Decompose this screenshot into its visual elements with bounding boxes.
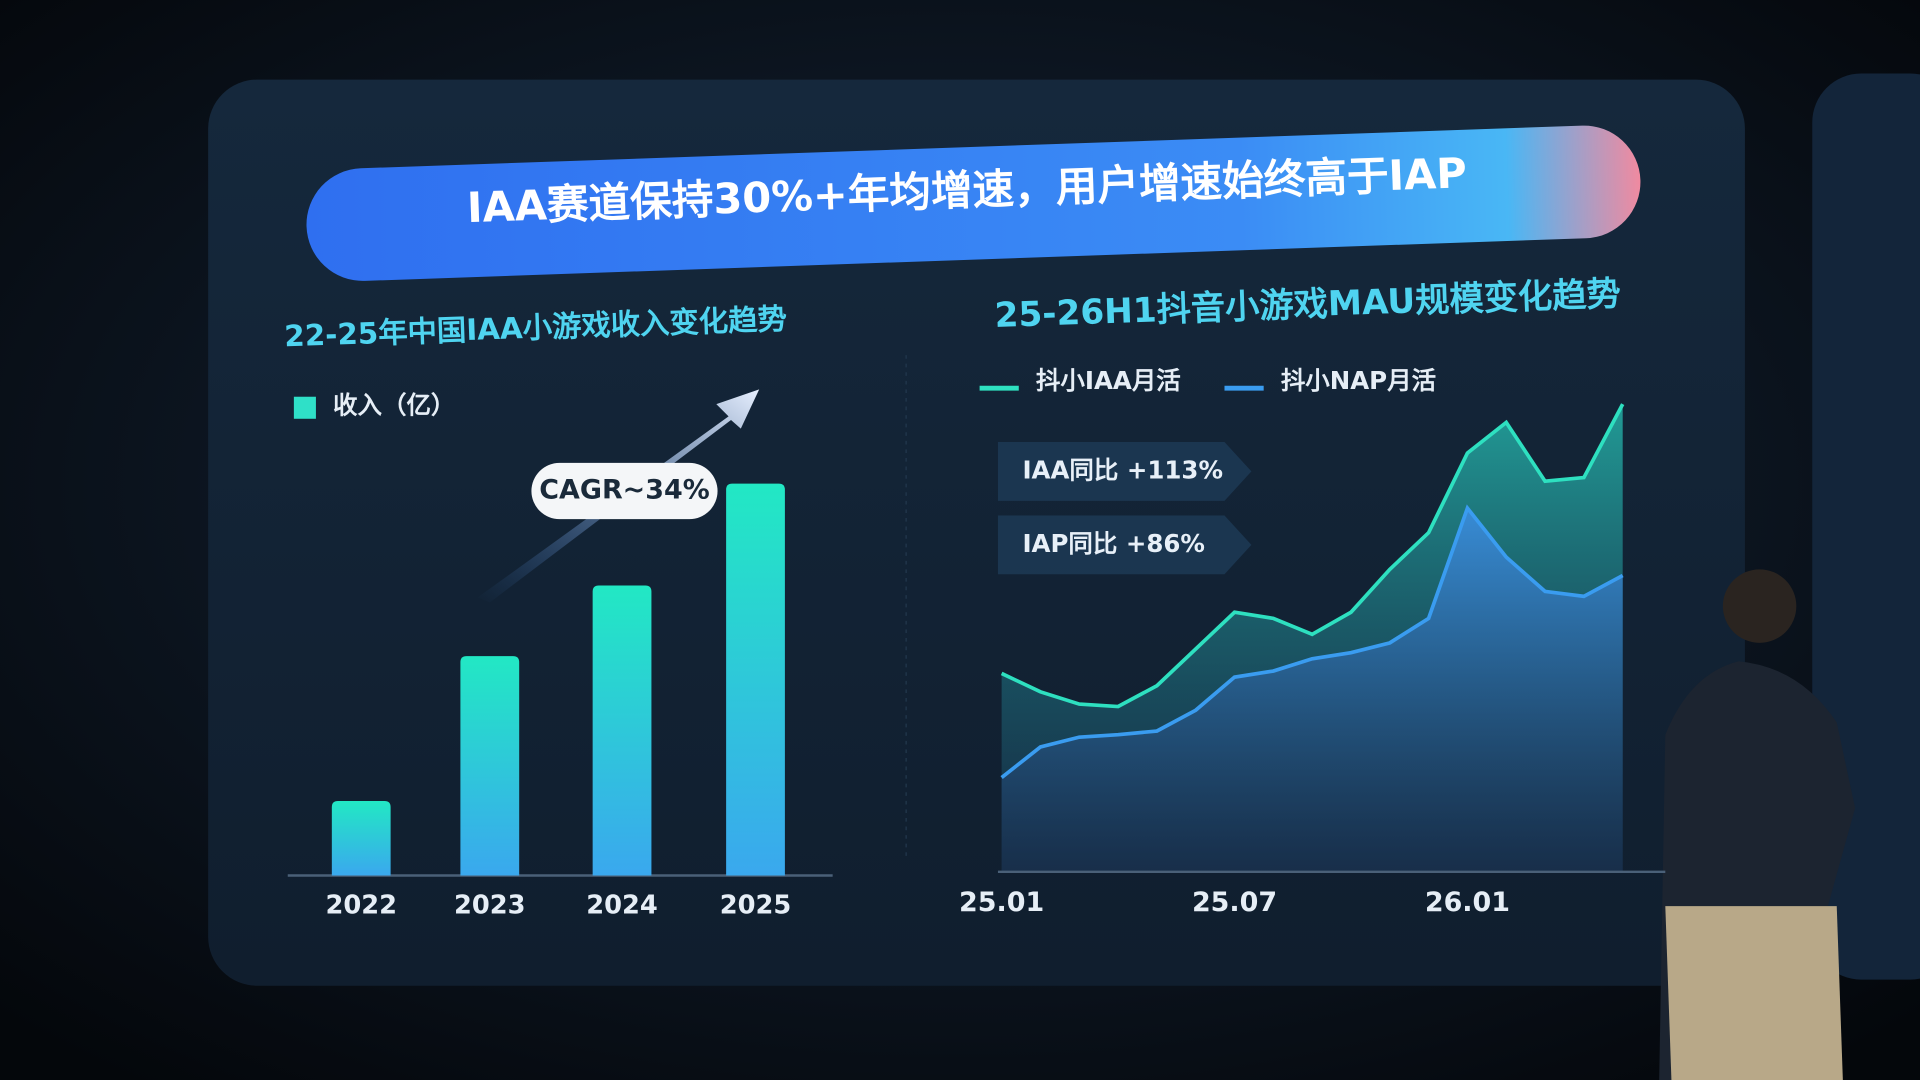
x-tick-label: 25.07 [1192,887,1277,918]
legend-label: 抖小NAP月活 [1281,366,1436,395]
area [1001,508,1623,872]
annotation-bubble [531,462,718,520]
legend-label: 收入（亿） [333,391,455,420]
annotation: CAGR~34% [539,475,709,506]
bar [592,585,652,876]
x-tick-label: 2024 [586,891,658,921]
annotation: IAP同比 +86% [1022,529,1205,558]
legend-label: 抖小IAA月活 [1036,366,1181,395]
bar [726,483,785,876]
bar [331,801,391,876]
speaker-legs [1665,906,1843,1080]
x-tick-label: 26.01 [1425,887,1510,918]
speaker-head [1722,569,1797,643]
annotation: IAA同比 +113% [1022,455,1223,484]
line [1000,403,1625,709]
x-tick-label: 2025 [720,891,792,921]
x-tick-label: 2023 [454,891,526,921]
x-tick-label: 25.01 [959,887,1044,918]
line [1000,504,1624,779]
bar [460,656,520,876]
annotation-tag [997,515,1252,575]
headline-pill [306,125,1641,281]
x-tick-label: 2022 [325,891,397,921]
legend-swatch [293,396,316,419]
annotation-tag [997,442,1252,501]
